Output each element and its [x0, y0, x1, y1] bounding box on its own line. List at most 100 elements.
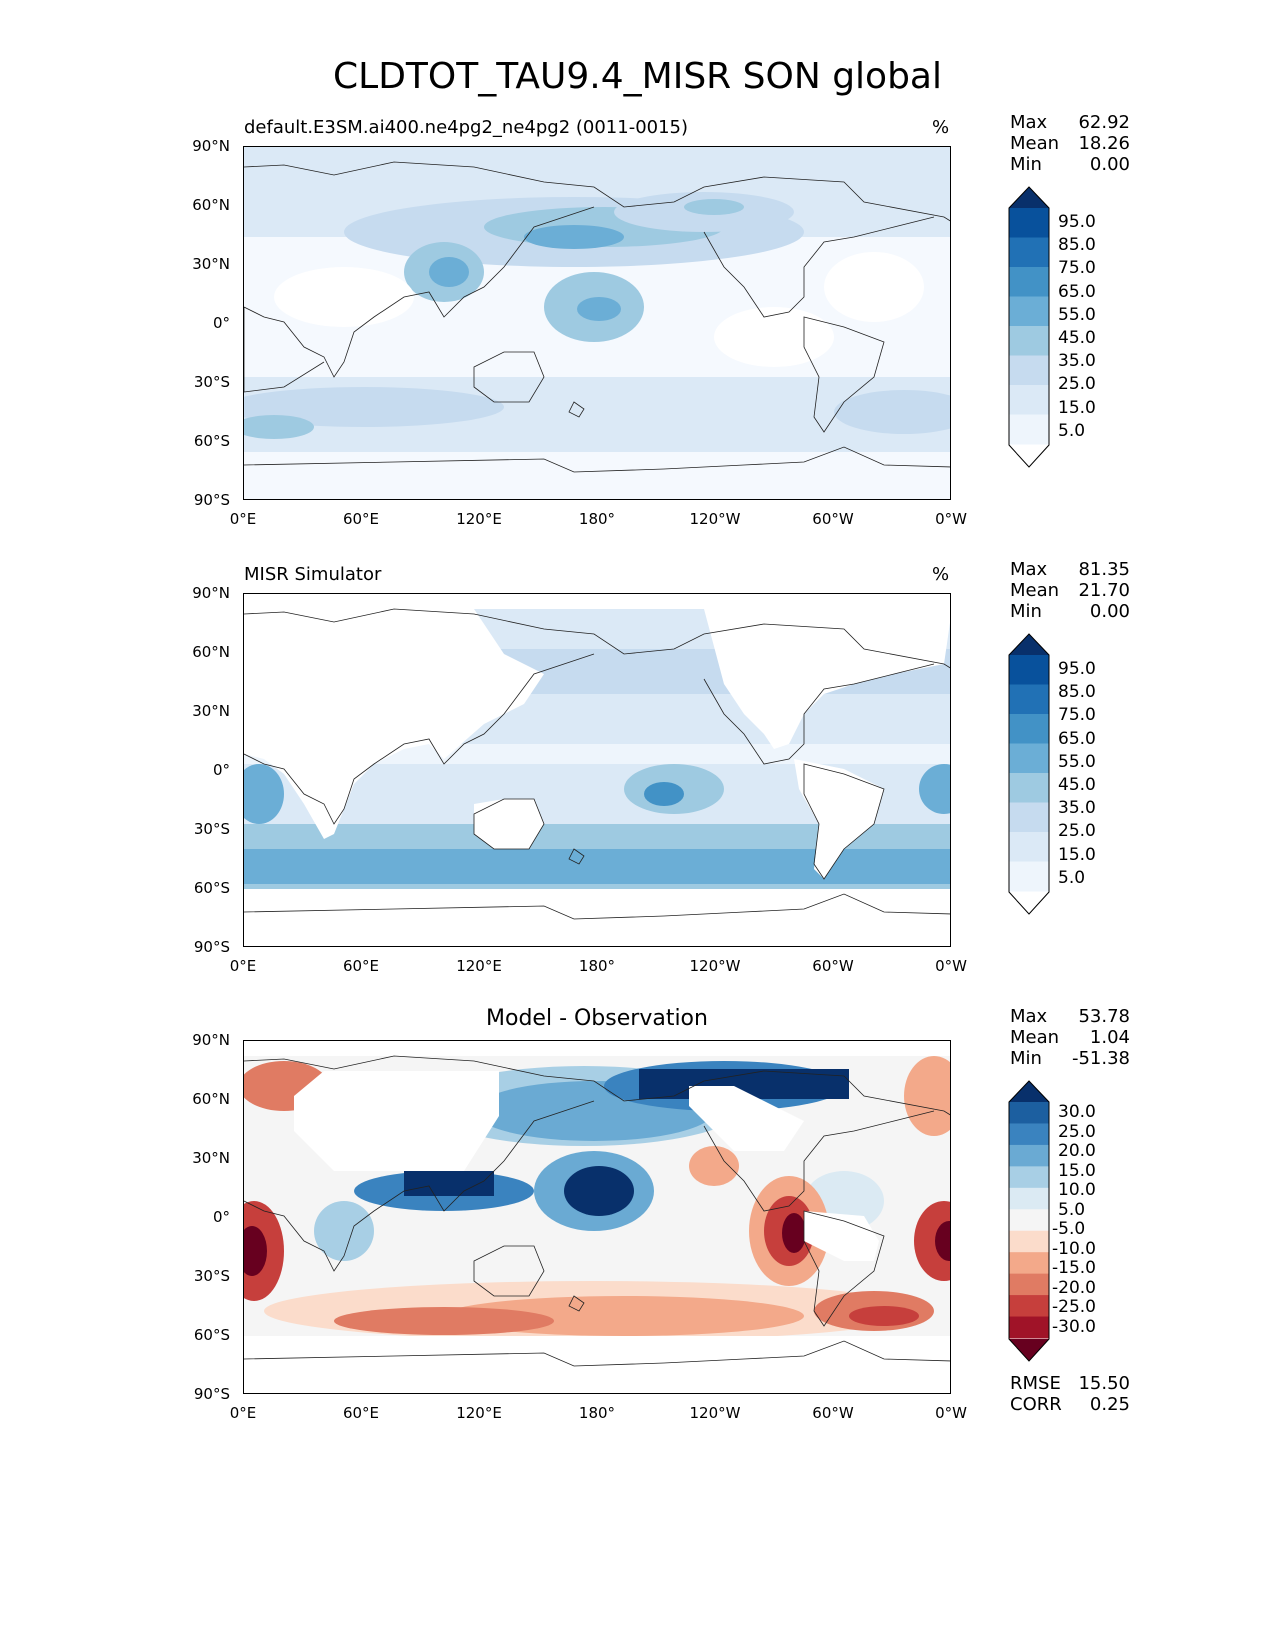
lon-tick: 0°E [229, 510, 257, 528]
lon-tick: 0°W [935, 1404, 967, 1422]
metric-corr-value: 0.25 [1089, 1394, 1130, 1415]
colorbar-tick-label: 35.0 [1058, 798, 1096, 818]
metric-rmse-label: RMSE [1010, 1373, 1061, 1394]
stat-min-label: Min [1010, 601, 1042, 622]
colorbar-segment [1009, 326, 1049, 356]
colorbar-segment [1009, 832, 1049, 862]
panel-model-map [243, 146, 951, 500]
colorbar-extend-min [1009, 1339, 1049, 1361]
lat-tick: 0° [212, 1208, 230, 1226]
lat-tick: 90°N [192, 1031, 230, 1049]
colorbar-tick-label: -20.0 [1052, 1278, 1096, 1298]
colorbar-segment [1009, 714, 1049, 744]
colorbar-tick-label: -5.0 [1052, 1219, 1086, 1239]
colorbar-tick-label: 95.0 [1058, 659, 1096, 679]
lat-tick: 30°N [192, 255, 230, 273]
stat-max-value: 62.92 [1078, 112, 1130, 133]
stat-max-label: Max [1010, 1006, 1048, 1027]
colorbar-tick-label: 30.0 [1058, 1102, 1096, 1122]
colorbar-tick-label: 75.0 [1058, 705, 1096, 725]
lat-tick: 60°N [192, 1090, 230, 1108]
panel-model-unit: % [932, 117, 950, 138]
colorbar-segment [1009, 1144, 1049, 1167]
stat-mean-label: Mean [1010, 133, 1060, 154]
lat-tick: 90°N [192, 584, 230, 602]
metric-corr-label: CORR [1010, 1394, 1062, 1415]
stat-mean-value: 18.26 [1078, 133, 1130, 154]
colorbar-tick-label: 20.0 [1058, 1141, 1096, 1161]
lon-tick: 120°E [456, 1404, 502, 1422]
colorbar-extend-max [1009, 634, 1049, 655]
colorbar-segment [1009, 684, 1049, 715]
colorbar-tick-label: -10.0 [1052, 1239, 1096, 1259]
lat-tick: 30°N [192, 702, 230, 720]
colorbar-segment [1009, 1252, 1049, 1275]
lat-tick: 60°N [192, 196, 230, 214]
lat-tick: 60°S [193, 1326, 230, 1344]
colorbar-tick-label: 75.0 [1058, 258, 1096, 278]
colorbar-segment [1009, 655, 1049, 685]
colorbar-extend-min [1009, 892, 1049, 914]
lon-tick: 180° [578, 957, 616, 975]
colorbar-segment [1009, 1230, 1049, 1253]
colorbar-segment [1009, 1316, 1049, 1339]
colorbar-outline [1008, 186, 1050, 468]
colorbar-segment [1009, 861, 1049, 892]
colorbar-tick-label: 5.0 [1058, 1200, 1086, 1220]
colorbar-tick-label: 5.0 [1058, 868, 1086, 888]
colorbar-segment [1009, 802, 1049, 833]
lon-tick: 0°W [935, 957, 967, 975]
colorbar-tick-label: 15.0 [1058, 845, 1096, 865]
colorbar-extend-max [1009, 1081, 1049, 1102]
stat-mean-label: Mean [1010, 1027, 1060, 1048]
colorbar-tick-label: -30.0 [1052, 1317, 1096, 1337]
metric-rmse-value: 15.50 [1078, 1373, 1130, 1394]
lon-tick: 60°W [812, 510, 854, 528]
stat-min-value: 0.00 [1089, 154, 1130, 175]
lon-tick: 180° [578, 510, 616, 528]
stat-max-label: Max [1010, 112, 1048, 133]
colorbar-tick-label: 25.0 [1058, 374, 1096, 394]
colorbar [1008, 1080, 1050, 1362]
colorbar-tick-label: 15.0 [1058, 1161, 1096, 1181]
lon-tick: 60°W [812, 1404, 854, 1422]
lat-tick: 90°S [193, 1385, 230, 1403]
colorbar-tick-label: -15.0 [1052, 1258, 1096, 1278]
stat-min-value: 0.00 [1089, 601, 1130, 622]
stat-max-value: 53.78 [1078, 1006, 1130, 1027]
lon-tick: 0°E [229, 1404, 257, 1422]
stat-min-label: Min [1010, 154, 1042, 175]
colorbar-tick-label: 35.0 [1058, 351, 1096, 371]
colorbar-tick-label: 10.0 [1058, 1180, 1096, 1200]
lon-tick: 60°E [342, 957, 380, 975]
lon-tick: 180° [578, 1404, 616, 1422]
stat-mean-value: 21.70 [1078, 580, 1130, 601]
lon-tick: 0°E [229, 957, 257, 975]
colorbar-tick-label: 45.0 [1058, 775, 1096, 795]
stat-mean-label: Mean [1010, 580, 1060, 601]
colorbar-extend-min [1009, 445, 1049, 467]
lat-tick: 30°S [193, 820, 230, 838]
colorbar-segment [1009, 1102, 1049, 1124]
colorbar-tick-label: 65.0 [1058, 282, 1096, 302]
lat-tick: 30°N [192, 1149, 230, 1167]
panel-observation-title: MISR Simulator [244, 564, 382, 585]
colorbar-segment [1009, 1187, 1049, 1210]
colorbar-segment [1009, 414, 1049, 445]
colorbar-segment [1009, 1209, 1049, 1232]
lon-tick: 60°E [342, 1404, 380, 1422]
colorbar-segment [1009, 1123, 1049, 1146]
lon-tick: 120°E [456, 510, 502, 528]
lat-tick: 30°S [193, 373, 230, 391]
lat-tick: 30°S [193, 1267, 230, 1285]
colorbar-segment [1009, 385, 1049, 415]
lat-tick: 60°S [193, 879, 230, 897]
colorbar-outline [1008, 633, 1050, 915]
colorbar [1008, 633, 1050, 915]
colorbar-tick-label: 55.0 [1058, 305, 1096, 325]
colorbar-segment [1009, 208, 1049, 238]
stat-mean-value: 1.04 [1089, 1027, 1130, 1048]
colorbar-segment [1009, 1273, 1049, 1296]
panel-observation-unit: % [932, 564, 950, 585]
colorbar-tick-label: -25.0 [1052, 1297, 1096, 1317]
